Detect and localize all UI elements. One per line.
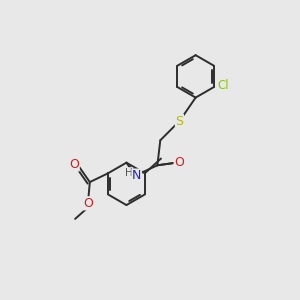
- Text: O: O: [174, 156, 184, 169]
- Text: Cl: Cl: [217, 79, 229, 92]
- Text: H: H: [125, 168, 133, 178]
- Text: O: O: [69, 158, 79, 171]
- Text: O: O: [83, 197, 93, 210]
- Text: S: S: [176, 115, 183, 128]
- Text: N: N: [132, 169, 141, 182]
